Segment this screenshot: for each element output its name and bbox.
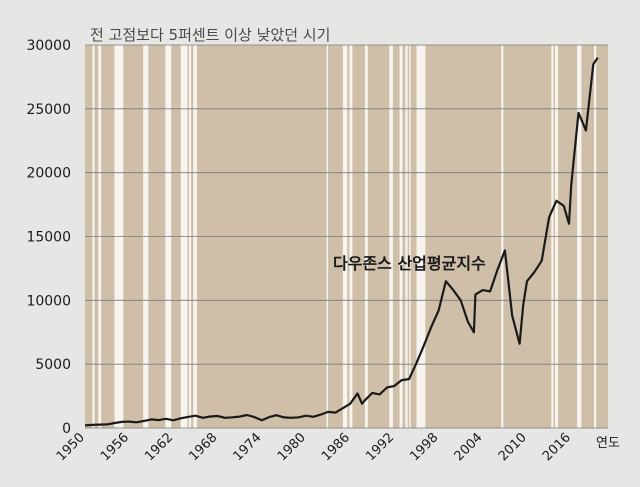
y-tick-label: 25000 — [26, 102, 71, 118]
x-axis-ticks: 1950 1956 1962 1968 1974 1980 1986 1992 1998 2004… — [54, 430, 574, 464]
y-tick-label: 30000 — [26, 38, 71, 54]
x-tick-label: 1950 — [54, 430, 88, 464]
y-tick-label: 10000 — [26, 293, 71, 309]
x-tick-label: 2004 — [452, 430, 486, 464]
x-tick-label: 1986 — [319, 430, 353, 464]
y-tick-label: 20000 — [26, 166, 71, 182]
x-tick-label: 1998 — [407, 430, 441, 464]
chart-title: 전 고점보다 5퍼센트 이상 낮았던 시기 — [90, 26, 330, 44]
y-tick-label: 5000 — [35, 357, 71, 373]
x-tick-label: 1992 — [363, 430, 397, 464]
y-axis-ticks: 0 5000 10000 15000 20000 25000 30000 — [26, 38, 71, 437]
x-tick-label: 2010 — [496, 430, 530, 464]
gridlines — [85, 44, 608, 429]
x-tick-label: 1974 — [231, 430, 265, 464]
dow-line — [84, 57, 599, 427]
y-tick-label: 0 — [62, 421, 71, 437]
series-annotation: 다우존스 산업평균지수 — [333, 254, 486, 273]
x-axis-label: 연도 — [596, 436, 620, 451]
x-tick-label: 1968 — [186, 430, 220, 464]
dow-line-series — [84, 57, 599, 427]
x-tick-label: 1956 — [98, 430, 132, 464]
x-tick-label: 1962 — [142, 430, 176, 464]
y-tick-label: 15000 — [26, 230, 71, 246]
x-tick-label: 2016 — [540, 430, 574, 464]
x-tick-label: 1980 — [275, 430, 309, 464]
